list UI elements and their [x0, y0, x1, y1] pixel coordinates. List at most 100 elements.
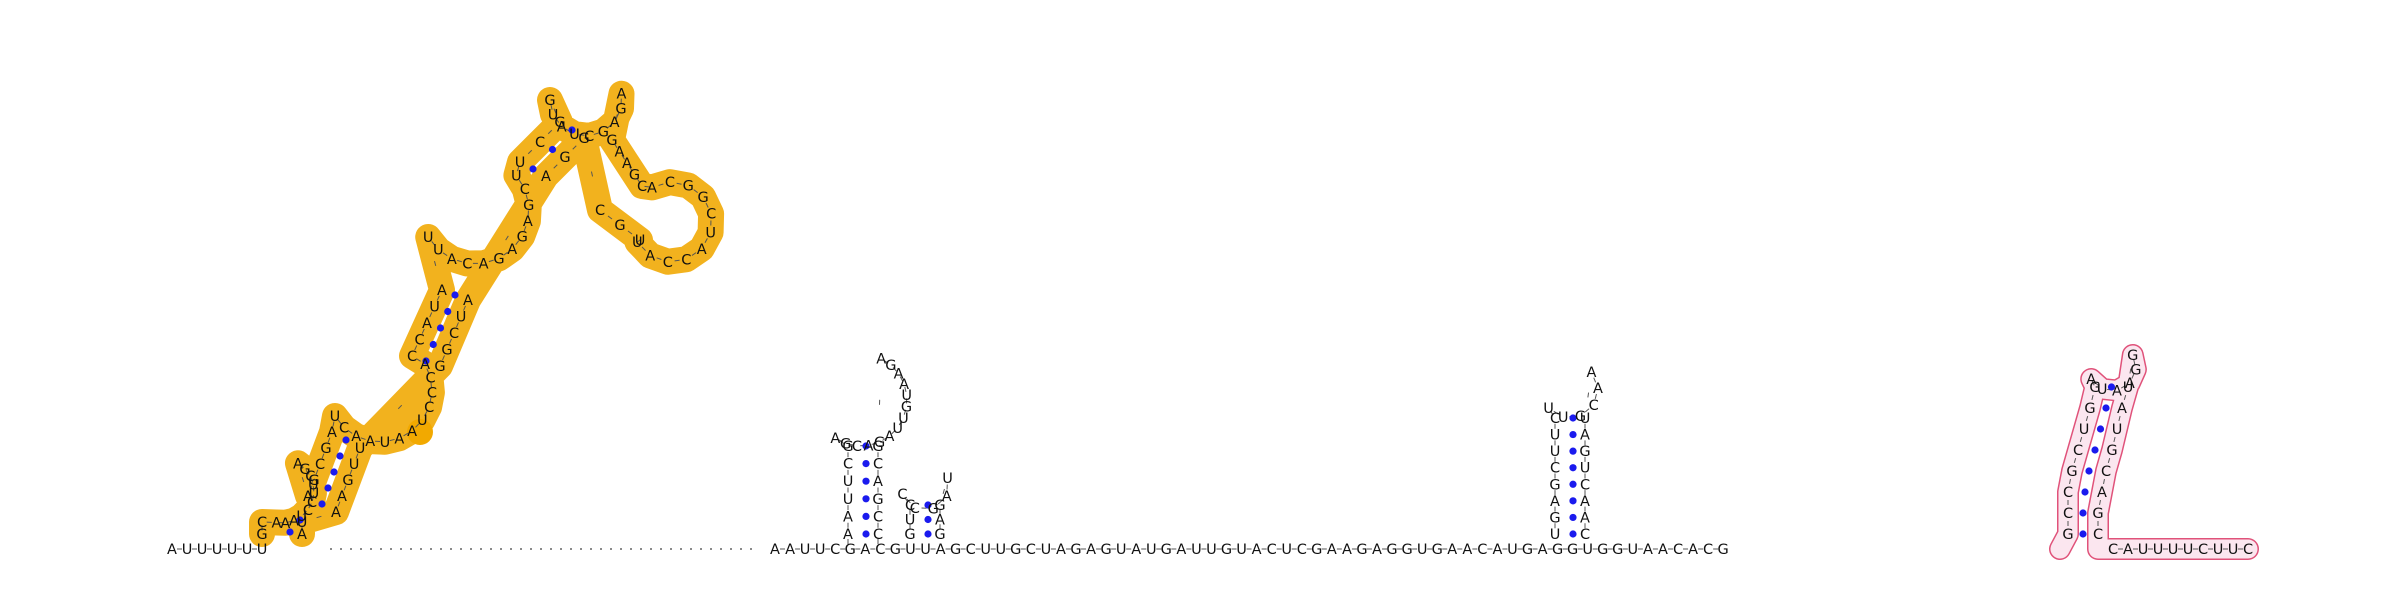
left-structure-nucleotide: C	[706, 207, 716, 223]
backbone-nucleotide: U	[257, 542, 268, 558]
backbone-nucleotide: G	[1552, 542, 1563, 558]
base-pair-dot	[444, 308, 451, 315]
base-pair-dot	[1569, 431, 1576, 438]
base-pair-dot	[2085, 467, 2092, 474]
backbone-nucleotide: C	[966, 542, 976, 558]
pink-tail-nucleotide: U	[2138, 542, 2149, 558]
backbone-nucleotide: C	[1673, 542, 1683, 558]
backbone-nucleotide: C	[1477, 542, 1487, 558]
pink-hairpin-nucleotide: A	[2086, 372, 2096, 388]
hairpin-c-nucleotide: C	[1580, 477, 1590, 493]
left-structure-nucleotide: A	[365, 434, 375, 450]
backbone-nucleotide: A	[1538, 542, 1548, 558]
hairpin-c-nucleotide: A	[1580, 428, 1590, 444]
left-region-outline	[262, 94, 711, 534]
left-structure-nucleotide: G	[493, 251, 504, 267]
pink-hairpin-nucleotide: U	[2079, 422, 2090, 438]
base-pair-dot	[862, 495, 869, 502]
pink-tail-nucleotide: U	[2228, 542, 2239, 558]
backbone-nucleotide: C	[875, 542, 885, 558]
backbone-nucleotide: G	[950, 542, 961, 558]
base-pair-dot	[549, 146, 556, 153]
pink-tail-nucleotide: C	[2243, 542, 2253, 558]
nucleotide-layer: AUUUUUUAAUUCGACGUUAGCUUGCUAGAGUAUGAUUGUA…	[167, 87, 2253, 558]
left-structure-nucleotide: A	[541, 169, 551, 185]
hairpin-a-nucleotide: C	[873, 527, 883, 543]
hairpin-c-nucleotide: U	[1550, 444, 1561, 460]
left-structure-nucleotide: G	[434, 359, 445, 375]
backbone-nucleotide: G	[1401, 542, 1412, 558]
left-structure-nucleotide: C	[663, 255, 673, 271]
backbone-nucleotide: G	[1612, 542, 1623, 558]
base-pair-dot	[1569, 481, 1576, 488]
backbone-link	[1588, 393, 1589, 398]
hairpin-c-nucleotide: C	[1580, 527, 1590, 543]
pink-hairpin-nucleotide: C	[2063, 485, 2073, 501]
hairpin-a-nucleotide: G	[885, 358, 896, 374]
pink-hairpin-nucleotide: G	[2084, 401, 2095, 417]
hairpin-c-nucleotide: A	[1550, 494, 1560, 510]
left-structure-nucleotide: U	[355, 441, 366, 457]
hairpin-b-nucleotide: C	[897, 487, 907, 503]
left-structure-nucleotide: C	[414, 333, 424, 349]
pink-tail-nucleotide: U	[2183, 542, 2194, 558]
left-structure-nucleotide: C	[407, 349, 417, 365]
backbone-nucleotide: G	[890, 542, 901, 558]
backbone-nucleotide: U	[242, 542, 253, 558]
left-structure-nucleotide: C	[681, 252, 691, 268]
backbone-nucleotide: U	[980, 542, 991, 558]
backbone-nucleotide: U	[800, 542, 811, 558]
pink-hairpin-nucleotide: C	[2063, 506, 2073, 522]
hairpin-c-nucleotide: A	[1593, 381, 1603, 397]
backbone-nucleotide: G	[1567, 542, 1578, 558]
left-structure-nucleotide: A	[447, 252, 457, 268]
backbone-nucleotide: U	[212, 542, 223, 558]
hairpin-a-nucleotide: A	[843, 509, 853, 525]
backbone-nucleotide: U	[1206, 542, 1217, 558]
backbone-nucleotide: A	[167, 542, 177, 558]
left-structure-nucleotide: G	[308, 473, 319, 489]
pink-tail-nucleotide: A	[2123, 542, 2133, 558]
backbone-nucleotide: U	[1236, 542, 1247, 558]
left-structure-nucleotide: A	[697, 242, 707, 258]
left-structure-nucleotide: A	[616, 87, 626, 103]
backbone-nucleotide: U	[1582, 542, 1593, 558]
hairpin-a-nucleotide: A	[830, 431, 840, 447]
pink-hairpin-nucleotide: G	[2092, 506, 2103, 522]
left-structure-nucleotide: A	[331, 505, 341, 521]
base-pair-dot	[924, 530, 931, 537]
left-structure-nucleotide: G	[320, 441, 331, 457]
backbone-nucleotide: U	[920, 542, 931, 558]
backbone-nucleotide: U	[1507, 542, 1518, 558]
backbone-nucleotide: G	[1100, 542, 1111, 558]
pink-tail-nucleotide: C	[2198, 542, 2208, 558]
base-pair-dot	[451, 291, 458, 298]
backbone-nucleotide: U	[227, 542, 238, 558]
left-structure-nucleotide: C	[257, 515, 267, 531]
backbone-nucleotide: C	[1297, 542, 1307, 558]
left-structure-nucleotide: A	[645, 249, 655, 265]
left-structure-nucleotide: G	[615, 102, 626, 118]
base-pair-dot	[336, 452, 343, 459]
hairpin-b-nucleotide: C	[910, 501, 920, 517]
left-structure-nucleotide: C	[520, 182, 530, 198]
base-pair-dot	[1569, 497, 1576, 504]
base-pair-dot	[2081, 488, 2088, 495]
hairpin-a-nucleotide: U	[843, 492, 854, 508]
backbone-nucleotide: G	[1386, 542, 1397, 558]
hairpin-b-nucleotide: G	[934, 527, 945, 543]
hairpin-a-nucleotide: A	[843, 527, 853, 543]
backbone-nucleotide: A	[1688, 542, 1698, 558]
backbone-nucleotide: A	[936, 542, 946, 558]
backbone-nucleotide: U	[182, 542, 193, 558]
backbone-nucleotide: U	[1191, 542, 1202, 558]
left-structure-nucleotide: G	[517, 229, 528, 245]
hairpin-c-nucleotide: U	[1550, 527, 1561, 543]
backbone-nucleotide: G	[1522, 542, 1533, 558]
hairpin-a-nucleotide: A	[873, 474, 883, 490]
backbone-nucleotide: A	[860, 542, 870, 558]
base-pair-dot	[2079, 530, 2086, 537]
pink-hairpin-nucleotide: A	[2097, 485, 2107, 501]
hairpin-c-nucleotide: G	[1549, 477, 1560, 493]
left-structure-nucleotide: U	[456, 310, 467, 326]
